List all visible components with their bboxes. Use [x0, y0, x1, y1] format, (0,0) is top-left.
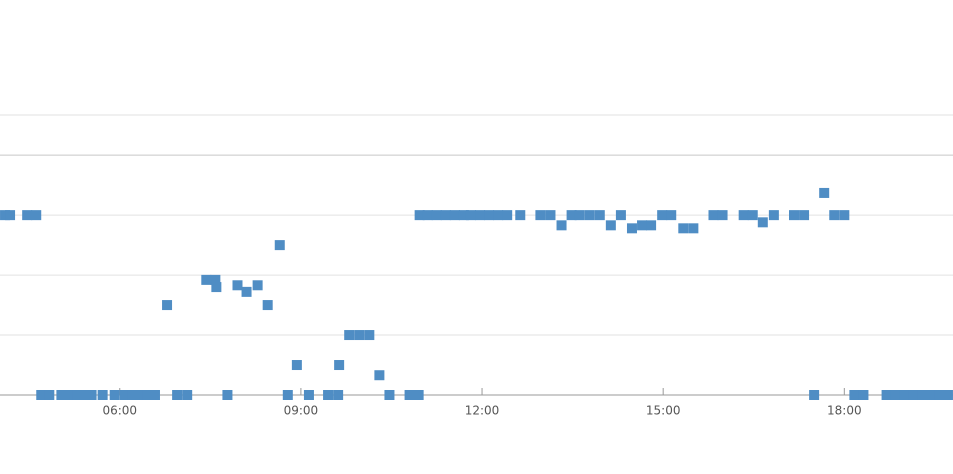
point [86, 390, 97, 400]
point [858, 390, 869, 400]
point [890, 390, 901, 400]
point [22, 210, 33, 221]
point [917, 390, 928, 400]
point [839, 210, 850, 221]
point [201, 274, 212, 285]
point [211, 282, 222, 293]
point [344, 330, 355, 341]
point [899, 390, 910, 400]
point [574, 210, 585, 221]
point [262, 300, 273, 311]
point [809, 390, 820, 400]
point [431, 210, 442, 221]
point [829, 210, 840, 221]
point [182, 390, 193, 400]
point [788, 210, 799, 221]
x-tick-label: 09:00 [284, 404, 319, 418]
point [127, 390, 138, 400]
point [465, 210, 476, 221]
point [44, 390, 55, 400]
point [210, 274, 221, 285]
point [493, 210, 504, 221]
x-tick-label: 18:00 [827, 404, 862, 418]
point [484, 210, 495, 221]
point [535, 210, 546, 221]
point [545, 210, 556, 221]
point [252, 280, 263, 291]
point [80, 390, 91, 400]
point [5, 210, 16, 221]
point [414, 210, 425, 221]
point [119, 390, 130, 400]
point [942, 390, 953, 400]
point [142, 390, 153, 400]
point [605, 220, 616, 231]
point [56, 390, 67, 400]
point [384, 390, 395, 400]
point [303, 390, 314, 400]
point [109, 390, 120, 400]
point [135, 390, 146, 400]
point [678, 223, 689, 234]
point [31, 210, 42, 221]
point [97, 390, 108, 400]
point [36, 390, 47, 400]
point [708, 210, 719, 221]
point [615, 210, 626, 221]
point [475, 210, 486, 221]
point [515, 210, 526, 221]
point [291, 360, 302, 371]
point [274, 240, 285, 251]
x-tick-label: 15:00 [646, 404, 681, 418]
point [637, 220, 648, 231]
point [404, 390, 415, 400]
x-tick-label: 12:00 [465, 404, 500, 418]
point [502, 210, 513, 221]
point [626, 223, 637, 234]
point [64, 390, 75, 400]
point [646, 220, 657, 231]
point [149, 390, 160, 400]
point [757, 217, 768, 228]
point [747, 210, 758, 221]
point [926, 390, 937, 400]
point [566, 210, 577, 221]
point [881, 390, 892, 400]
point [354, 330, 365, 341]
point [172, 390, 183, 400]
point [584, 210, 595, 221]
x-tick-label: 06:00 [102, 404, 137, 418]
point [364, 330, 375, 341]
point [738, 210, 749, 221]
point [449, 210, 460, 221]
point [241, 286, 252, 297]
point [440, 210, 451, 221]
point [768, 210, 779, 221]
point [422, 210, 433, 221]
point [413, 390, 424, 400]
point [222, 390, 233, 400]
point [688, 223, 699, 234]
point [374, 370, 385, 381]
point [334, 360, 345, 371]
point [717, 210, 728, 221]
point [819, 187, 830, 198]
point [594, 210, 605, 221]
point [232, 280, 243, 291]
point [908, 390, 919, 400]
point [333, 390, 344, 400]
point [458, 210, 469, 221]
point [72, 390, 83, 400]
point [282, 390, 293, 400]
point [799, 210, 810, 221]
point [849, 390, 860, 400]
point [666, 210, 677, 221]
point [0, 210, 11, 221]
point [934, 390, 945, 400]
point [556, 220, 567, 231]
point [162, 300, 173, 311]
point [323, 390, 334, 400]
point [657, 210, 668, 221]
